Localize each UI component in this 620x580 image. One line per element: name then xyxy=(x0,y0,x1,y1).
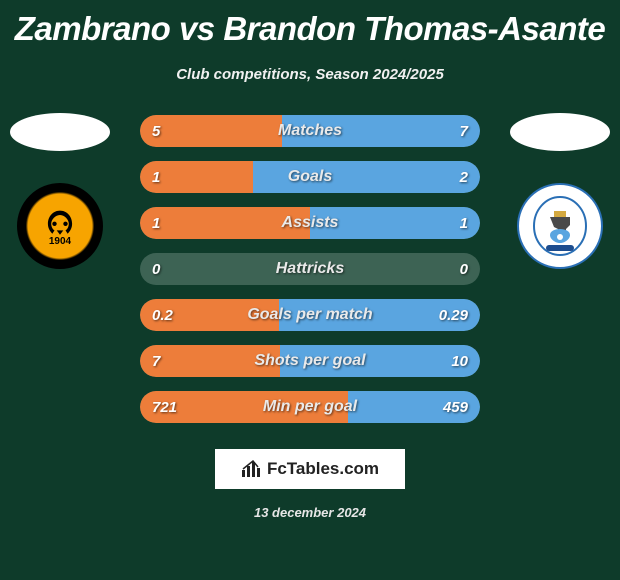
stat-label: Goals xyxy=(140,161,480,193)
stat-row: 12Goals xyxy=(140,161,480,193)
footer-brand-text: FcTables.com xyxy=(267,459,379,479)
stat-row: 57Matches xyxy=(140,115,480,147)
elephant-crest-icon xyxy=(532,195,588,257)
tiger-icon xyxy=(38,204,82,248)
left-player-avatar-placeholder xyxy=(10,113,110,151)
stat-label: Matches xyxy=(140,115,480,147)
left-club-crest xyxy=(17,183,103,269)
stat-label: Hattricks xyxy=(140,253,480,285)
chart-icon xyxy=(241,460,263,478)
footer-date: 13 december 2024 xyxy=(0,505,620,520)
stat-label: Goals per match xyxy=(140,299,480,331)
footer-brand-logo: FcTables.com xyxy=(215,449,405,489)
comparison-content: 57Matches 12Goals 11Assists 00Hattricks 0.20… xyxy=(0,113,620,423)
right-club-crest xyxy=(517,183,603,269)
page-title: Zambrano vs Brandon Thomas-Asante xyxy=(0,0,620,48)
stat-row: 710Shots per goal xyxy=(140,345,480,377)
subtitle: Club competitions, Season 2024/2025 xyxy=(0,66,620,83)
stat-label: Min per goal xyxy=(140,391,480,423)
stat-row: 11Assists xyxy=(140,207,480,239)
stat-label: Assists xyxy=(140,207,480,239)
right-player-avatar-placeholder xyxy=(510,113,610,151)
stat-label: Shots per goal xyxy=(140,345,480,377)
stat-row: 721459Min per goal xyxy=(140,391,480,423)
left-player-column xyxy=(0,113,120,269)
right-player-column xyxy=(500,113,620,269)
stat-row: 0.20.29Goals per match xyxy=(140,299,480,331)
stats-bars: 57Matches 12Goals 11Assists 00Hattricks 0.20… xyxy=(140,113,480,423)
stat-row: 00Hattricks xyxy=(140,253,480,285)
